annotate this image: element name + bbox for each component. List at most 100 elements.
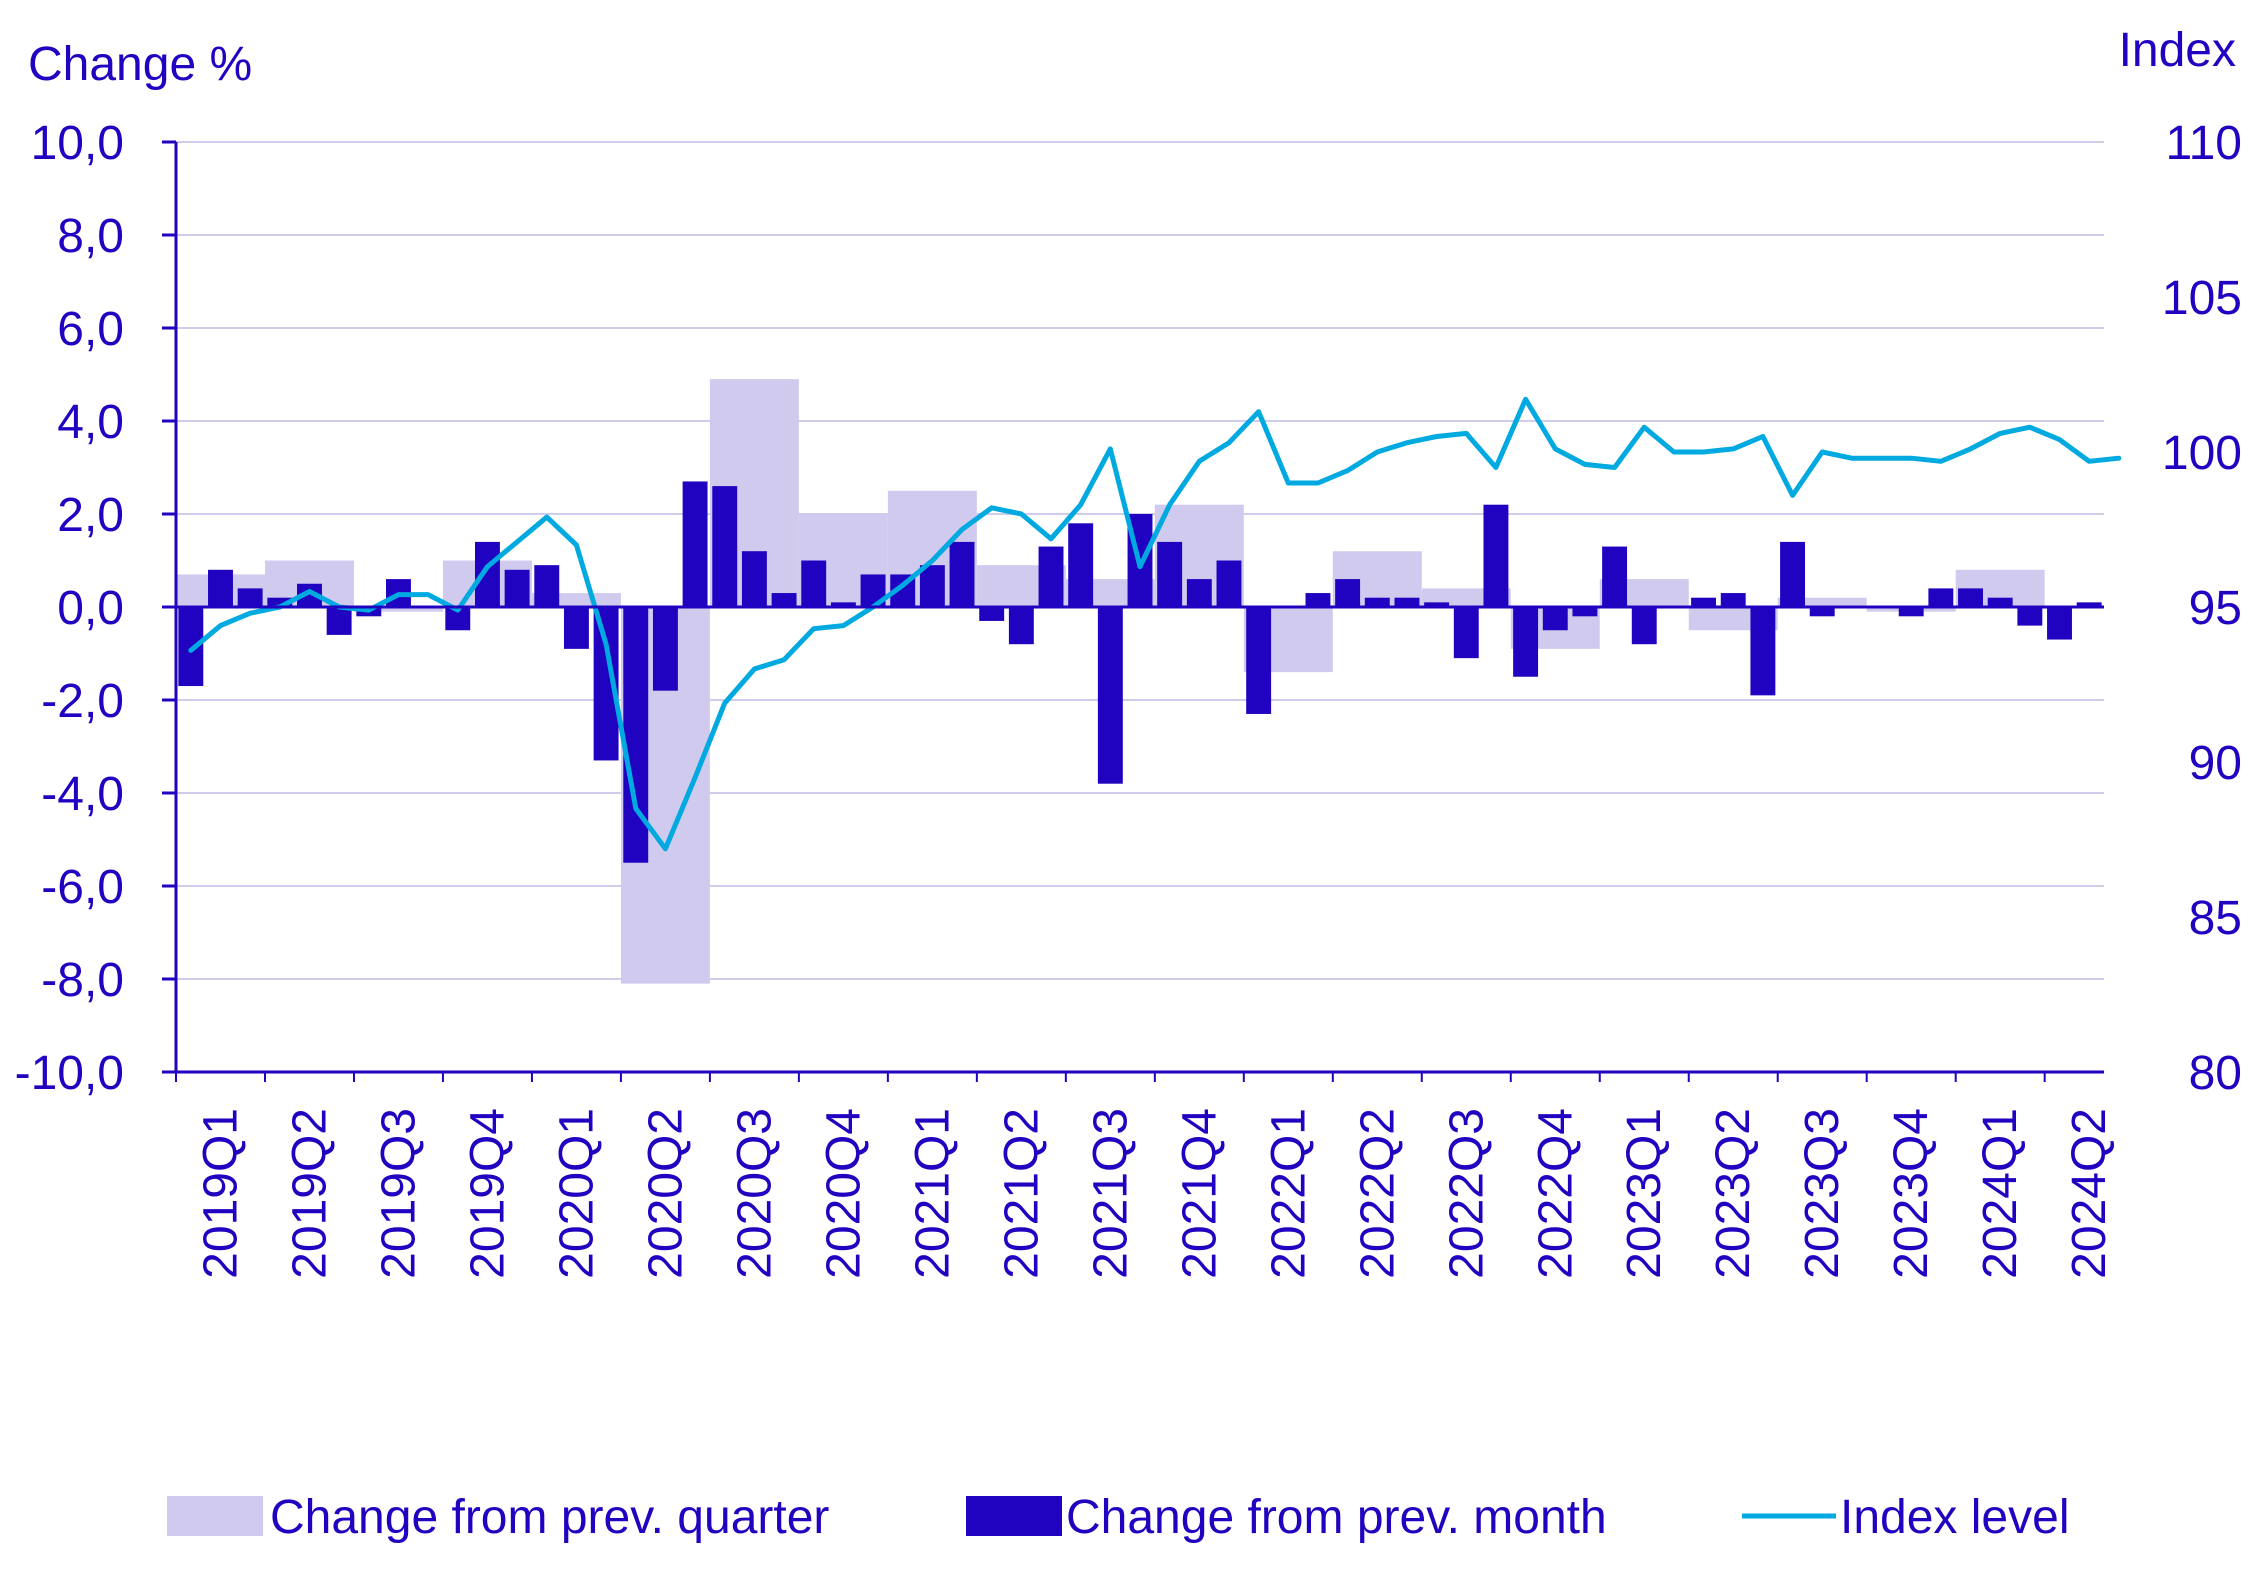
x-tick-label: 2019Q3 (373, 1108, 426, 1279)
right-axis-title: Index (2119, 24, 2236, 77)
month-bar (2076, 602, 2102, 607)
month-bar (1186, 579, 1212, 607)
month-bar (1809, 607, 1835, 617)
x-tick-label: 2020Q2 (639, 1108, 692, 1279)
x-tick-label: 2022Q1 (1262, 1108, 1315, 1279)
right-tick-label: 110 (2165, 117, 2242, 170)
month-bar (1097, 607, 1123, 784)
month-bar (682, 481, 708, 607)
right-tick-label: 105 (2162, 272, 2242, 325)
month-bar (949, 541, 975, 607)
left-tick-label: -6,0 (41, 861, 124, 914)
x-tick-label: 2019Q2 (284, 1108, 337, 1279)
left-tick-label: -4,0 (41, 768, 124, 821)
index-line (188, 396, 2122, 852)
left-tick-label: 4,0 (57, 396, 124, 449)
left-tick-label: 8,0 (57, 210, 124, 263)
legend-swatch-month (966, 1496, 1062, 1536)
month-bar (1453, 607, 1479, 659)
left-tick-label: 10,0 (31, 117, 124, 170)
x-tick-label: 2022Q4 (1529, 1108, 1582, 1279)
month-bar (979, 607, 1005, 621)
legend-label-month: Change from prev. month (1066, 1491, 1607, 1544)
left-axis-title: Change % (28, 38, 252, 91)
x-tick-label: 2021Q2 (995, 1108, 1048, 1279)
left-axis-ticks: 10,0 8,0 6,0 4,0 2,0 0,0 -2,0 -4,0 -6,0 -8,0 -10,0 (15, 117, 176, 1100)
month-bar (1987, 597, 2013, 607)
month-bar (474, 541, 500, 607)
month-bar (1216, 560, 1242, 607)
left-tick-label: 6,0 (57, 303, 124, 356)
month-bar (1958, 588, 1983, 607)
x-tick-label: 2020Q1 (550, 1108, 603, 1279)
month-bar (267, 597, 293, 607)
x-tick-label: 2024Q1 (1974, 1108, 2027, 1279)
x-tick-label: 2021Q3 (1084, 1108, 1137, 1279)
right-tick-label: 90 (2189, 737, 2242, 790)
left-tick-label: -8,0 (41, 954, 124, 1007)
month-bar (1483, 504, 1509, 607)
month-bar (1750, 607, 1776, 696)
x-tick-label: 2020Q4 (817, 1108, 870, 1279)
x-tick-label: 2022Q2 (1351, 1108, 1404, 1279)
x-tick-label: 2020Q3 (728, 1108, 781, 1279)
month-bar (2017, 607, 2043, 626)
month-bar (208, 569, 233, 607)
legend-swatch-quarter (167, 1496, 263, 1536)
month-bar (534, 565, 560, 607)
month-bar (1394, 597, 1420, 607)
x-tick-label: 2024Q2 (2063, 1108, 2116, 1279)
x-tick-label: 2023Q1 (1618, 1108, 1671, 1279)
quarter-bar (353, 607, 443, 612)
month-bar (504, 569, 530, 607)
month-bar (1157, 541, 1183, 607)
month-bar (237, 588, 263, 607)
x-tick-label: 2019Q4 (461, 1108, 514, 1279)
left-tick-label: 2,0 (57, 489, 124, 542)
legend-label-index: Index level (1840, 1491, 2069, 1544)
left-tick-label: 0,0 (57, 582, 124, 635)
index-line-group (188, 396, 2122, 852)
month-bar (1898, 607, 1924, 617)
month-bar (1602, 546, 1628, 607)
right-tick-label: 85 (2189, 892, 2242, 945)
month-bar (801, 560, 827, 607)
month-bar (1364, 597, 1390, 607)
x-tick-label: 2021Q4 (1173, 1108, 1226, 1279)
month-bar (297, 583, 322, 607)
month-bar (919, 565, 945, 607)
month-bar (326, 607, 352, 635)
axes (162, 142, 2104, 1074)
month-bar (1691, 597, 1717, 607)
month-bar (1246, 607, 1272, 714)
month-bar (1928, 588, 1954, 607)
left-tick-label: -2,0 (41, 675, 124, 728)
right-axis-ticks: 110 105 100 95 90 85 80 (2162, 117, 2242, 1100)
month-bar (563, 607, 589, 649)
month-bar (1008, 607, 1034, 645)
legend-label-quarter: Change from prev. quarter (270, 1491, 829, 1544)
x-tick-label: 2023Q3 (1796, 1108, 1849, 1279)
month-bar (1542, 607, 1568, 631)
month-bar (1424, 602, 1450, 607)
month-bar (741, 551, 767, 607)
month-bar (1335, 579, 1361, 607)
right-tick-label: 95 (2189, 582, 2242, 635)
month-bar (830, 602, 856, 607)
month-bar (652, 607, 678, 691)
right-tick-label: 100 (2162, 427, 2242, 480)
month-bars (178, 481, 2102, 863)
month-bar (2047, 607, 2072, 640)
left-tick-label: -10,0 (15, 1047, 124, 1100)
legend: Change from prev. quarter Change from pre… (167, 1491, 2069, 1544)
x-tick-label: 2022Q3 (1440, 1108, 1493, 1279)
x-tick-label: 2021Q1 (906, 1108, 959, 1279)
x-tick-label: 2023Q2 (1707, 1108, 1760, 1279)
month-bar (1631, 607, 1657, 645)
x-axis-ticks: 2019Q1 2019Q2 2019Q3 2019Q4 2020Q1 2020Q2 2020… (175, 1072, 2116, 1279)
month-bar (1068, 523, 1094, 607)
right-tick-label: 80 (2189, 1047, 2242, 1100)
month-bar (1513, 607, 1539, 677)
month-bar (1780, 541, 1806, 607)
